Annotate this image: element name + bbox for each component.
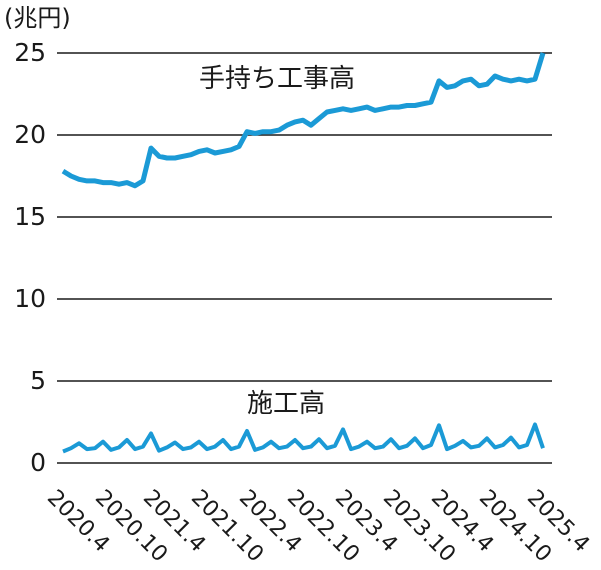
y-tick-label-0: 0 xyxy=(30,448,46,477)
construction-series-label: 施工高 xyxy=(247,389,326,419)
y-tick-label-5: 5 xyxy=(30,366,46,395)
y-tick-label-20: 20 xyxy=(14,120,46,149)
y-tick-label-15: 15 xyxy=(14,202,46,231)
y-tick-label-25: 25 xyxy=(14,38,46,67)
y-tick-label-10: 10 xyxy=(14,284,46,313)
y-axis-unit-label: (兆円) xyxy=(4,4,71,32)
backlog-series-label: 手持ち工事高 xyxy=(199,64,356,94)
construction-line xyxy=(62,422,545,454)
backlog-line xyxy=(61,52,546,189)
